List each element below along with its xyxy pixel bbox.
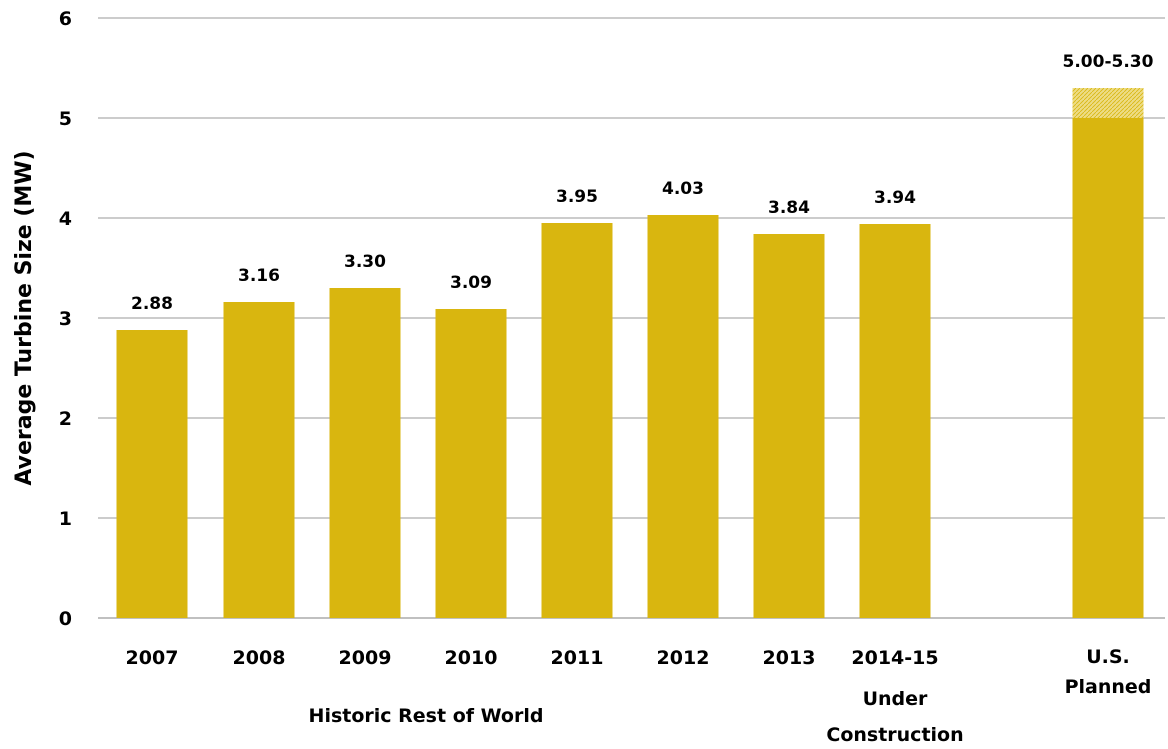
x-axis-ticks: 2007 2008 2009 2010 2011 2012 2013 2014-15 U.S. P… (126, 646, 1152, 698)
bar (753, 234, 825, 618)
y-tick-label: 5 (59, 108, 72, 130)
data-label: 3.84 (768, 198, 810, 218)
data-label: 3.94 (874, 188, 916, 208)
y-axis-label: Average Turbine Size (MW) (12, 150, 37, 485)
bar (435, 309, 507, 618)
bar (541, 223, 613, 618)
x-tick-label: 2010 (445, 647, 498, 669)
x-tick-label: 2008 (233, 647, 286, 669)
y-axis-ticks: 0 1 2 3 4 5 6 (59, 8, 72, 630)
group-label-under-construction: Under Construction (826, 688, 963, 746)
bar (329, 288, 401, 618)
y-tick-label: 4 (59, 208, 72, 230)
x-tick-label: U.S. Planned (1065, 646, 1152, 698)
y-tick-label: 3 (59, 308, 72, 330)
bars (116, 88, 1144, 618)
bar (116, 330, 188, 618)
data-label: 3.16 (238, 266, 280, 286)
bar (647, 215, 719, 618)
x-tick-label: 2007 (126, 647, 179, 669)
group-label-historic: Historic Rest of World (309, 705, 544, 727)
y-tick-label: 2 (59, 408, 72, 430)
data-labels: 2.88 3.16 3.30 3.09 3.95 4.03 3.84 3.94 5.00-5.3… (131, 52, 1154, 314)
data-label: 3.09 (450, 273, 492, 293)
bar (1072, 118, 1144, 618)
y-tick-label: 6 (59, 8, 72, 30)
bar (223, 302, 295, 618)
data-label: 2.88 (131, 294, 173, 314)
y-tick-label: 0 (59, 608, 72, 630)
x-tick-label: 2012 (657, 647, 710, 669)
bar-range-extension (1072, 88, 1144, 118)
data-label: 3.95 (556, 187, 598, 207)
bar (859, 224, 931, 618)
data-label: 4.03 (662, 179, 704, 199)
x-tick-label: 2011 (551, 647, 604, 669)
x-tick-label: 2009 (339, 647, 392, 669)
data-label: 5.00-5.30 (1063, 52, 1154, 72)
y-tick-label: 1 (59, 508, 72, 530)
x-tick-label: 2013 (763, 647, 816, 669)
data-label: 3.30 (344, 252, 386, 272)
x-tick-label: 2014-15 (851, 647, 938, 669)
